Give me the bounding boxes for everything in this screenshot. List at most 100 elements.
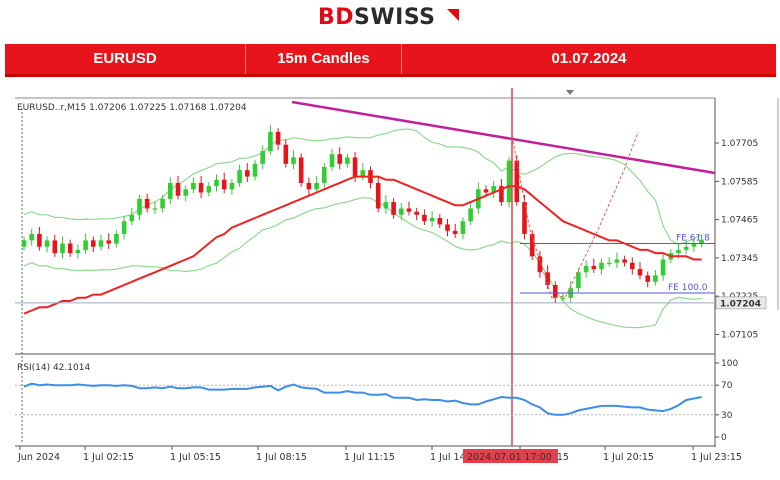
x-tick-label: Jun 2024	[17, 452, 60, 463]
bear-candle	[298, 157, 304, 183]
bull-candle	[491, 186, 496, 193]
bull-candle	[614, 259, 620, 263]
bear-candle	[91, 240, 96, 247]
bear-candle	[529, 233, 535, 257]
bull-candle	[60, 243, 65, 254]
header-symbol: EURUSD	[93, 50, 157, 67]
bull-candle	[121, 221, 127, 234]
bear-candle	[630, 262, 635, 270]
bull-candle	[183, 189, 188, 196]
bull-candle	[683, 246, 689, 250]
header-date: 01.07.2024	[551, 50, 627, 67]
bull-candle	[599, 262, 604, 270]
bull-candle	[214, 179, 219, 187]
logo-arrow-icon	[446, 9, 459, 21]
bear-candle	[522, 202, 527, 234]
fib-61-8-label: FE 61.8	[676, 234, 710, 244]
bear-candle	[414, 211, 419, 215]
bull-candle	[21, 240, 27, 247]
bear-candle	[622, 259, 627, 263]
bull-candle	[268, 131, 273, 152]
lower-band-line	[23, 197, 702, 329]
bull-candle	[653, 275, 658, 282]
bear-candle	[514, 160, 520, 203]
bull-candle	[252, 163, 258, 177]
bull-candle	[429, 218, 435, 222]
moving-average-line	[23, 175, 702, 315]
logo-swiss: SWISS	[354, 5, 436, 30]
bear-candle	[545, 272, 550, 286]
bull-candle	[322, 166, 327, 183]
logo-wordmark: BDSWISS	[318, 5, 460, 30]
bull-candle	[75, 249, 81, 254]
bear-candle	[591, 265, 597, 270]
bull-candle	[137, 198, 142, 215]
bull-candle	[129, 214, 135, 222]
x-tick-label: 1 Jul 14:15	[430, 452, 481, 463]
bull-candle	[583, 265, 589, 273]
bear-candle	[106, 240, 111, 244]
bear-candle	[337, 154, 342, 164]
bear-candle	[391, 202, 396, 215]
x-tick-label: 1 Jul 02:15	[83, 452, 134, 463]
bull-candle	[699, 240, 704, 244]
x-tick-label: 1 Jul 23:15	[691, 452, 742, 463]
bull-candle	[345, 157, 350, 164]
header-timeframe: 15m Candles	[277, 50, 370, 67]
rsi-tick-label: 30	[721, 411, 733, 421]
bull-candle	[160, 198, 165, 209]
bear-candle	[499, 186, 504, 203]
upper-band-line	[23, 128, 702, 245]
y-tick-label: 1.07345	[721, 254, 758, 264]
bull-candle	[560, 297, 566, 299]
x-tick-label: 1 Jul 20:15	[603, 452, 654, 463]
x-tick-label: 1 Jul 05:15	[170, 452, 221, 463]
bear-candle	[67, 243, 73, 254]
bear-candle	[144, 198, 150, 209]
logo-bd: BD	[318, 5, 355, 30]
y-tick-label: 1.07105	[721, 330, 758, 340]
bear-candle	[283, 144, 289, 164]
bull-candle	[114, 233, 119, 244]
crosshair-date-box	[463, 449, 558, 463]
bull-candle	[314, 182, 319, 190]
bull-candle	[360, 170, 366, 177]
bull-candle	[29, 233, 34, 241]
bear-candle	[175, 182, 181, 196]
trendline	[291, 100, 716, 175]
bear-candle	[553, 285, 558, 298]
bear-candle	[437, 218, 443, 225]
header-divider	[401, 44, 402, 74]
crosshair-date-label: 2024.07.01 17:00	[467, 452, 552, 463]
bull-candle	[506, 160, 512, 203]
bull-candle	[399, 208, 404, 215]
bull-candle	[83, 240, 88, 250]
bull-candle	[152, 208, 158, 210]
bear-candle	[275, 131, 281, 145]
x-tick-label: 1 Jul 11:15	[344, 452, 395, 463]
bull-candle	[676, 249, 681, 254]
bear-candle	[406, 208, 412, 212]
brand-logo: BDSWISS	[0, 0, 780, 40]
bull-candle	[460, 221, 466, 234]
rsi-tick-label: 100	[721, 359, 738, 369]
bear-candle	[52, 240, 58, 254]
bull-candle	[329, 154, 335, 167]
bull-candle	[291, 157, 296, 164]
bear-candle	[245, 170, 250, 177]
rsi-tick-label: 0	[721, 433, 727, 443]
chart-info-text: EURUSD..r,M15 1.07206 1.07225 1.07168 1.…	[17, 103, 247, 113]
bull-candle	[44, 240, 50, 247]
bull-candle	[206, 186, 212, 193]
bear-candle	[537, 256, 543, 273]
bear-candle	[452, 230, 458, 234]
bull-candle	[229, 182, 235, 190]
fib-100-label: FE 100.0	[668, 283, 708, 293]
bear-candle	[198, 182, 204, 193]
bull-candle	[576, 272, 581, 289]
bear-candle	[422, 214, 427, 222]
bull-candle	[606, 262, 612, 264]
rsi-label: RSI(14) 42.1014	[17, 363, 90, 373]
price-chart[interactable]: FE 61.8 FE 100.0 1.07705 1.07585 1.07465 1.0…	[0, 80, 780, 480]
bear-candle	[306, 182, 312, 190]
